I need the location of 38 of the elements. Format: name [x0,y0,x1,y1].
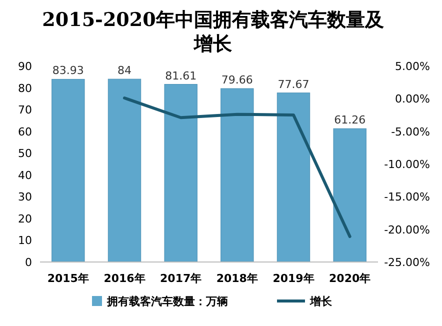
bar [333,128,366,262]
y-tick-label: 30 [18,190,32,204]
x-tick-label: 2018年 [216,272,258,285]
y-tick-label: 0 [25,256,32,269]
bar [108,78,142,262]
bar [52,78,85,262]
data-label: 79.66 [221,74,253,87]
y2-tick-label: 5.00% [395,60,430,73]
data-label: 83.93 [52,64,84,78]
y2-tick-label: -25.00% [384,256,430,269]
x-tick-label: 2015年 [47,272,89,285]
legend-label: 增长 [309,295,333,308]
y2-tick-label: -15.00% [384,190,430,204]
text: 拥有载客汽车数量：万辆 [106,295,228,308]
y2-tick-label: 0.00% [395,92,430,106]
y-tick-label: 80 [18,82,32,95]
chart-title: 2015-2020年中国拥有载客汽车数量及增长 [42,9,384,55]
x-tick-label: 2016年 [104,272,146,285]
y2-tick-label: -5.00% [391,125,430,138]
x-tick-label: 2017年 [160,272,202,285]
x-tick-label: 2019年 [272,272,314,285]
y-tick-label: 10 [18,234,32,248]
y-tick-label: 20 [18,212,32,226]
data-label: 81.61 [165,69,197,82]
y-tick-label: 40 [18,168,32,182]
y-tick-label: 90 [18,60,32,73]
bar [220,88,254,262]
data-label: 84 [118,64,132,78]
data-label: 77.67 [278,78,310,91]
data-label: 61.26 [334,114,366,127]
y-tick-label: 50 [18,147,32,160]
y-tick-label: 70 [18,104,32,117]
y-tick-label: 60 [18,125,32,138]
y2-tick-label: -10.00% [384,158,430,171]
bar [276,92,310,262]
x-tick-label: 2020年 [329,272,371,285]
y2-tick-label: -20.00% [384,223,430,236]
bar [164,84,198,262]
